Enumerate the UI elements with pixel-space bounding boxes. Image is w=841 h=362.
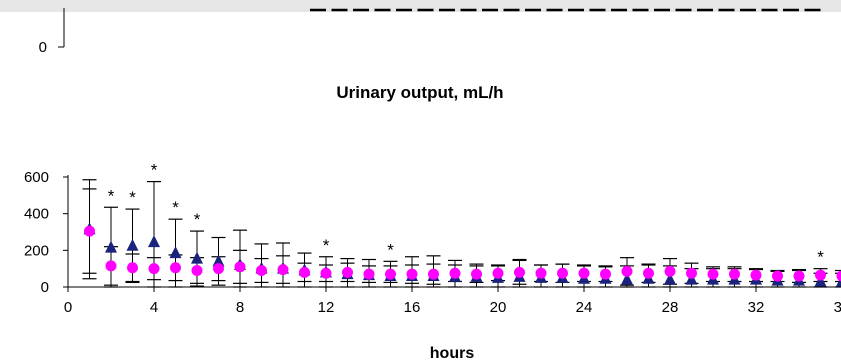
x-tick-label: 16 — [404, 299, 421, 316]
circle-marker — [84, 225, 95, 237]
x-tick-label: 8 — [236, 299, 244, 316]
circle-marker — [256, 265, 267, 276]
significance-star: * — [323, 236, 330, 255]
circle-marker — [342, 266, 353, 278]
triangle-marker — [212, 254, 225, 267]
circle-marker — [213, 263, 224, 275]
x-axis-label: hours — [430, 345, 475, 362]
data-markers — [83, 222, 841, 287]
significance-star: * — [151, 161, 158, 180]
significance-star: * — [108, 186, 115, 205]
circle-marker — [557, 267, 568, 279]
y-ticks: 0 200 400 600 — [24, 169, 68, 296]
previous-panel-fragment: 0 — [39, 8, 821, 56]
significance-star: * — [172, 198, 179, 217]
circle-marker — [428, 268, 439, 280]
circle-marker — [815, 269, 826, 281]
circle-marker — [127, 262, 138, 274]
triangle-marker — [126, 238, 139, 251]
significance-stars: * * * * * * * * — [108, 161, 825, 267]
triangle-marker — [148, 235, 160, 248]
x-tick-label: 12 — [318, 299, 335, 316]
significance-star: * — [817, 248, 824, 267]
triangle-marker — [664, 272, 676, 285]
circle-marker — [514, 266, 525, 278]
triangle-marker — [191, 251, 203, 264]
circle-marker — [449, 267, 461, 279]
circle-marker — [105, 260, 117, 272]
circle-marker — [643, 267, 654, 279]
x-tick-label: 20 — [490, 299, 507, 316]
y-tick-label: 600 — [24, 169, 49, 186]
significance-star: * — [387, 240, 394, 259]
circle-marker — [750, 269, 762, 281]
circle-marker — [363, 268, 375, 280]
circle-marker — [793, 270, 805, 282]
y-tick-label: 400 — [24, 206, 49, 223]
previous-panel-band — [0, 0, 841, 12]
circle-marker — [729, 268, 740, 280]
circle-marker — [621, 265, 633, 277]
circle-marker — [191, 265, 203, 276]
chart-title: Urinary output, mL/h — [336, 83, 503, 102]
triangle-marker — [169, 246, 182, 259]
circle-marker — [170, 262, 181, 274]
circle-marker — [578, 267, 590, 279]
circle-marker — [406, 268, 418, 280]
x-tick-label: 28 — [662, 299, 679, 316]
circle-marker — [299, 266, 310, 278]
circle-marker — [320, 267, 332, 279]
circle-marker — [471, 268, 482, 280]
x-ticks: 0 4 8 12 16 20 24 28 32 36 — [64, 287, 841, 316]
circle-marker — [600, 268, 611, 280]
circle-marker — [772, 270, 783, 282]
x-tick-label: 32 — [748, 299, 765, 316]
triangle-marker — [105, 240, 117, 253]
x-tick-label: 24 — [576, 299, 593, 316]
x-tick-label: 4 — [150, 299, 158, 316]
significance-star: * — [194, 210, 201, 229]
circle-marker — [148, 263, 160, 275]
x-tick-label: 0 — [64, 299, 72, 316]
significance-star: * — [129, 188, 136, 207]
previous-panel-y-tick-label: 0 — [39, 39, 47, 56]
y-tick-label: 0 — [41, 279, 49, 296]
x-tick-label: 36 — [834, 299, 841, 316]
circle-marker — [535, 267, 547, 279]
circle-marker — [492, 267, 504, 279]
y-tick-label: 200 — [24, 242, 49, 259]
circle-marker — [277, 264, 289, 276]
circle-marker — [385, 268, 396, 280]
circle-marker — [707, 268, 719, 280]
circle-marker — [664, 265, 676, 277]
triangle-marker — [621, 272, 633, 285]
circle-marker — [234, 261, 246, 273]
circle-marker — [686, 267, 697, 279]
circle-marker — [836, 270, 841, 282]
